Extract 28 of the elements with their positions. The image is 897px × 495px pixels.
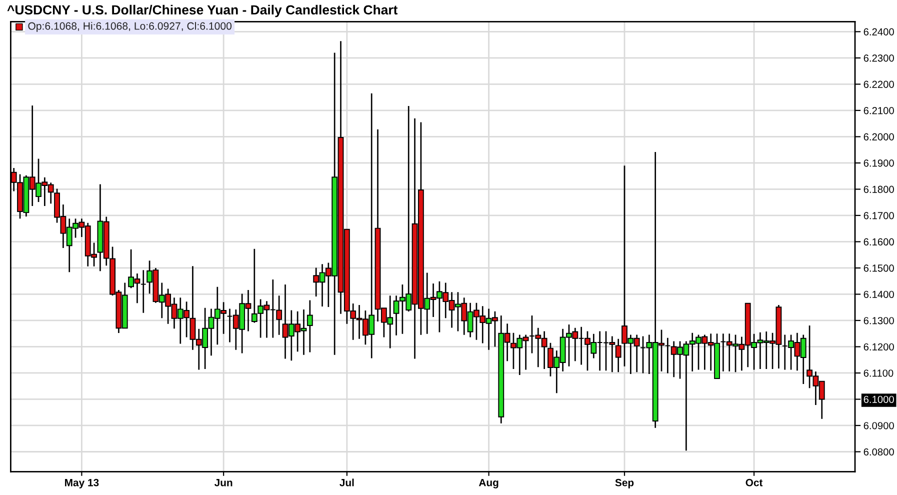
y-tick-label: 6.0800 xyxy=(864,448,894,456)
candlestick xyxy=(306,300,313,352)
x-tick-label: May 13 xyxy=(65,478,99,488)
y-tick-label: 6.2000 xyxy=(864,133,894,140)
y-tick-label: 6.1700 xyxy=(864,212,894,220)
y-tick-label: 6.1300 xyxy=(864,317,894,324)
x-tick-label: Aug xyxy=(478,478,498,488)
y-tick-label: 6.2100 xyxy=(864,107,894,114)
candlestick xyxy=(615,338,622,372)
y-tick-label: 6.1100 xyxy=(864,370,894,377)
y-tick-label: 6.1200 xyxy=(864,343,894,351)
y-tick-label: 6.2200 xyxy=(864,80,894,88)
y-tick-label: 6.2300 xyxy=(864,54,894,62)
y-tick-label: 6.1900 xyxy=(864,160,894,167)
y-tick-label: 6.2400 xyxy=(864,28,894,36)
y-tick-label: 6.1500 xyxy=(864,264,894,272)
candlestick xyxy=(140,270,146,313)
chart-title: ^USDCNY - U.S. Dollar/Chinese Yuan - Daily Candlestick Chart xyxy=(7,4,398,18)
y-tick-label: 6.0900 xyxy=(864,422,894,430)
y-tick-label: 6.1800 xyxy=(864,186,894,193)
x-tick-label: Sep xyxy=(615,478,634,488)
x-tick-label: Jul xyxy=(340,478,354,486)
x-tick-label: Oct xyxy=(746,478,763,486)
y-tick-label: 6.1400 xyxy=(864,290,894,298)
y-tick-label: 6.1000 xyxy=(864,396,894,404)
annotation: Op:6.1068, Hi:6.1068, Lo:6.0927, Cl:6.1000 xyxy=(28,22,232,32)
x-tick-label: Jun xyxy=(214,479,232,486)
y-tick-label: 6.1600 xyxy=(864,238,894,246)
